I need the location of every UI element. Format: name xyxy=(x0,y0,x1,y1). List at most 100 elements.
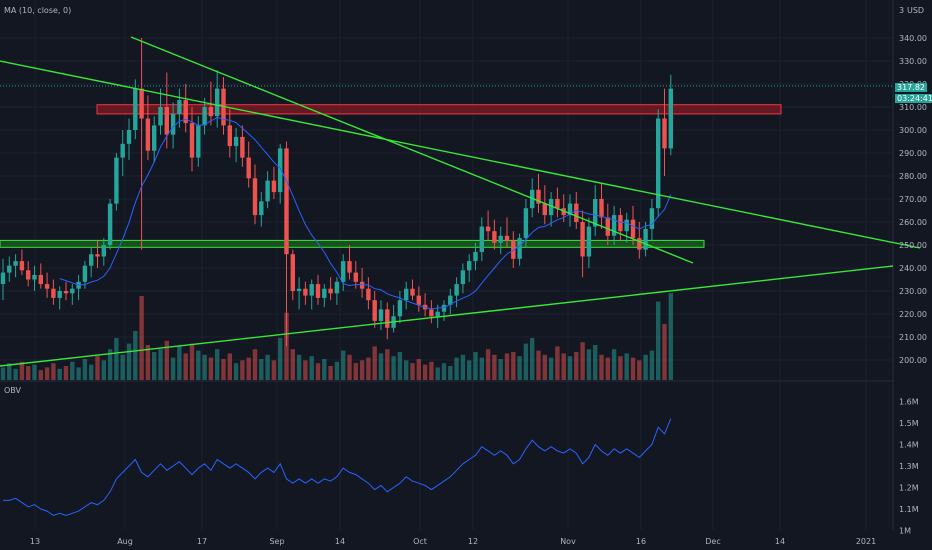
candle-body xyxy=(347,261,352,273)
volume-bar xyxy=(473,352,478,380)
candle-body xyxy=(372,300,377,321)
obv-tick-label: 1.5M xyxy=(899,419,919,428)
resistance-zone xyxy=(96,104,782,115)
volume-bar xyxy=(196,350,201,380)
volume-bar xyxy=(353,363,358,380)
candle-body xyxy=(404,288,409,301)
price-tick-label: 230.00 xyxy=(899,287,927,296)
volume-bar xyxy=(492,354,497,380)
candle-body xyxy=(555,199,560,209)
trendlines[interactable] xyxy=(0,36,921,367)
trendline-rising-support xyxy=(0,265,894,367)
time-tick-label: Dec xyxy=(705,537,720,546)
candle-body xyxy=(662,118,667,149)
candle-body xyxy=(252,178,258,216)
candle-body xyxy=(517,238,522,259)
currency-label: USD xyxy=(907,6,925,15)
candle-body xyxy=(328,288,333,294)
volume-bar xyxy=(649,350,655,380)
candle-body xyxy=(303,288,308,296)
volume-bar xyxy=(372,346,377,380)
volume-bar xyxy=(252,349,258,380)
price-tick-label: 300.00 xyxy=(899,126,927,135)
time-tick-label: Nov xyxy=(560,537,576,546)
obv-tick-label: 1.2M xyxy=(899,484,919,493)
candle-body xyxy=(133,88,138,130)
candle-body xyxy=(259,201,264,216)
candle-body xyxy=(341,261,346,282)
support-zone xyxy=(0,239,705,248)
candlesticks xyxy=(0,38,673,347)
candle-body xyxy=(322,288,327,298)
candle-body xyxy=(265,180,270,202)
volume-bar xyxy=(448,366,453,380)
price-tick-label: 240.00 xyxy=(899,264,927,273)
time-tick-label: 17 xyxy=(197,537,207,546)
price-tag: 317.82 xyxy=(895,83,927,92)
candle-body xyxy=(208,107,214,117)
volume-bar xyxy=(233,363,239,380)
candle-body xyxy=(246,157,251,179)
volume-bar xyxy=(89,364,94,380)
candle-body xyxy=(334,281,340,294)
candle-body xyxy=(536,189,541,204)
volume-bar xyxy=(202,354,207,380)
volume-bar xyxy=(51,363,56,380)
volume-bar xyxy=(624,353,629,380)
candle-body xyxy=(114,157,119,204)
candle-body xyxy=(227,125,232,147)
volume-bar xyxy=(359,360,365,380)
time-tick-label: 2021 xyxy=(856,537,876,546)
indicator-label[interactable]: MA (10, close, 0) xyxy=(4,6,72,15)
volume-bar xyxy=(605,357,610,380)
candle-body xyxy=(567,203,573,216)
candle-body xyxy=(164,107,169,135)
candle-body xyxy=(542,203,547,216)
candle-body xyxy=(240,136,245,158)
candle-body xyxy=(183,100,188,124)
volume-bar xyxy=(133,331,138,380)
candle-body xyxy=(485,226,491,232)
price-zones xyxy=(0,104,782,248)
candle-body xyxy=(82,265,88,282)
price-tick-label: 280.00 xyxy=(899,172,927,181)
volume-bar xyxy=(548,357,554,380)
candle-body xyxy=(504,235,510,241)
volume-bar xyxy=(561,353,566,380)
volume-bar xyxy=(580,342,585,380)
volume-bar xyxy=(227,353,232,380)
trendline-long-falling xyxy=(0,60,921,249)
volume-bar xyxy=(208,357,214,380)
time-tick-label: Oct xyxy=(413,537,427,546)
volume-bar xyxy=(517,356,522,380)
top-right-fragment: 3 xyxy=(899,6,905,15)
volume-bar xyxy=(189,343,195,380)
ma-10-line xyxy=(59,116,672,310)
price-tick-label: 340.00 xyxy=(899,34,927,43)
volume-bar xyxy=(284,312,289,380)
obv-label[interactable]: OBV xyxy=(4,386,22,395)
candle-body xyxy=(441,304,447,312)
volume-bar xyxy=(152,352,157,380)
candle-body xyxy=(454,284,459,296)
candle-body xyxy=(296,288,302,291)
volume-bar xyxy=(416,359,421,380)
candle-body xyxy=(145,118,151,151)
time-tick-label: 14 xyxy=(775,537,785,546)
volume-bar xyxy=(599,354,604,380)
candle-body xyxy=(271,180,277,193)
candle-body xyxy=(605,217,610,236)
candle-body xyxy=(611,215,617,236)
price-tick-label: 260.00 xyxy=(899,218,927,227)
candle-body xyxy=(309,284,314,296)
countdown-tag: 03:24:41 xyxy=(895,94,932,103)
candle-body xyxy=(624,219,629,232)
volume-bar xyxy=(441,363,447,380)
volume-bar xyxy=(164,340,169,380)
volume-bar xyxy=(341,350,346,380)
candle-body xyxy=(233,136,239,147)
volume-bar xyxy=(0,367,6,380)
candle-body xyxy=(290,254,295,291)
candle-body xyxy=(479,226,484,252)
